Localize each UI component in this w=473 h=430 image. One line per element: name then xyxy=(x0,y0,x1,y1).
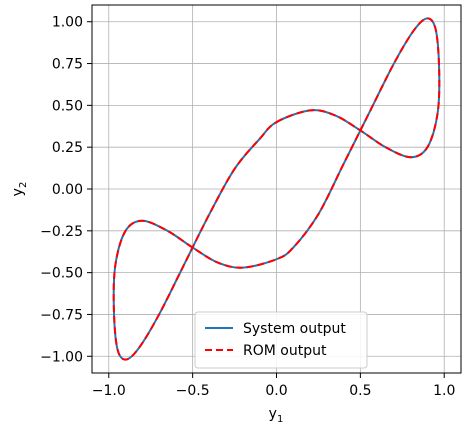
y-axis-label-subscript: 2 xyxy=(18,182,29,188)
x-tick-label: −0.5 xyxy=(176,383,210,399)
x-axis-label: y1 xyxy=(269,406,284,425)
y-tick-label: −0.25 xyxy=(40,224,83,240)
y-axis-label: y2 xyxy=(10,182,29,197)
y-tick-label: −1.00 xyxy=(40,349,83,365)
y-tick-label: 0.75 xyxy=(52,57,83,73)
y-axis-ticks: 1.00 0.75 0.50 0.25 0.00 −0.25 −0.50 −0.75 −1.00 xyxy=(40,15,92,365)
x-tick-label: 0.0 xyxy=(265,383,287,399)
series xyxy=(112,17,441,361)
y-tick-label: −0.50 xyxy=(40,266,83,282)
x-tick-label: −1.0 xyxy=(92,383,126,399)
legend-system-output-label: System output xyxy=(243,321,346,337)
y-tick-label: −0.75 xyxy=(40,307,83,323)
y-tick-label: 0.00 xyxy=(52,182,83,198)
x-tick-label: 1.0 xyxy=(433,383,455,399)
y-tick-label: 0.50 xyxy=(52,98,83,114)
x-tick-label: 0.5 xyxy=(349,383,371,399)
y-tick-label: 0.25 xyxy=(52,140,83,156)
y-tick-label: 1.00 xyxy=(52,15,83,31)
legend-rom-output-label: ROM output xyxy=(243,343,327,359)
x-axis-ticks: −1.0 −0.5 0.0 0.5 1.0 xyxy=(92,373,455,399)
legend: System output ROM output xyxy=(194,311,368,369)
x-axis-label-subscript: 1 xyxy=(277,414,283,425)
system-output-line xyxy=(112,17,441,361)
legend-box xyxy=(194,311,368,369)
